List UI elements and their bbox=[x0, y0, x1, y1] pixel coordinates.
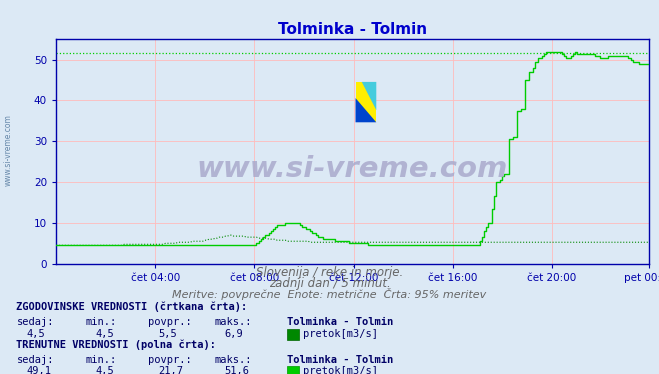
Text: 21,7: 21,7 bbox=[158, 366, 183, 374]
Text: Slovenija / reke in morje.: Slovenija / reke in morje. bbox=[256, 266, 403, 279]
Text: Tolminka - Tolmin: Tolminka - Tolmin bbox=[287, 355, 393, 365]
Text: 4,5: 4,5 bbox=[26, 329, 45, 339]
Text: 5,5: 5,5 bbox=[158, 329, 177, 339]
Text: min.:: min.: bbox=[86, 318, 117, 327]
Text: 6,9: 6,9 bbox=[224, 329, 243, 339]
Text: www.si-vreme.com: www.si-vreme.com bbox=[197, 156, 508, 183]
Text: pretok[m3/s]: pretok[m3/s] bbox=[303, 329, 378, 339]
Text: maks.:: maks.: bbox=[214, 355, 252, 365]
Text: 4,5: 4,5 bbox=[96, 366, 114, 374]
Text: TRENUTNE VREDNOSTI (polna črta):: TRENUTNE VREDNOSTI (polna črta): bbox=[16, 339, 216, 350]
Text: 4,5: 4,5 bbox=[96, 329, 114, 339]
Text: povpr.:: povpr.: bbox=[148, 355, 192, 365]
Text: Meritve: povprečne  Enote: metrične  Črta: 95% meritev: Meritve: povprečne Enote: metrične Črta:… bbox=[173, 288, 486, 300]
Polygon shape bbox=[362, 82, 376, 110]
Text: min.:: min.: bbox=[86, 355, 117, 365]
Text: pretok[m3/s]: pretok[m3/s] bbox=[303, 366, 378, 374]
Text: maks.:: maks.: bbox=[214, 318, 252, 327]
Text: 51,6: 51,6 bbox=[224, 366, 249, 374]
Text: ZGODOVINSKE VREDNOSTI (črtkana črta):: ZGODOVINSKE VREDNOSTI (črtkana črta): bbox=[16, 301, 248, 312]
Polygon shape bbox=[356, 98, 376, 122]
Text: 49,1: 49,1 bbox=[26, 366, 51, 374]
Text: sedaj:: sedaj: bbox=[16, 355, 54, 365]
Text: www.si-vreme.com: www.si-vreme.com bbox=[3, 114, 13, 186]
Text: sedaj:: sedaj: bbox=[16, 318, 54, 327]
Text: zadnji dan / 5 minut.: zadnji dan / 5 minut. bbox=[269, 277, 390, 290]
Text: Tolminka - Tolmin: Tolminka - Tolmin bbox=[287, 318, 393, 327]
Title: Tolminka - Tolmin: Tolminka - Tolmin bbox=[278, 22, 427, 37]
Text: povpr.:: povpr.: bbox=[148, 318, 192, 327]
Bar bbox=[356, 82, 376, 122]
